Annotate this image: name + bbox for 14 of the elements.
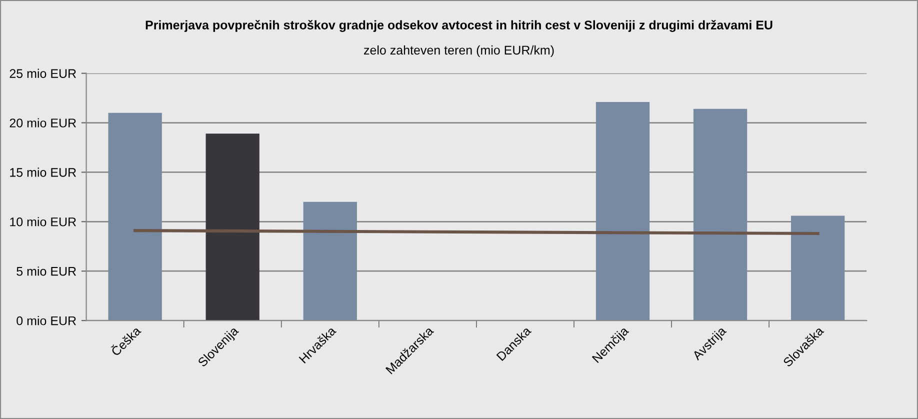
bar <box>206 134 260 321</box>
y-tick-label: 20 mio EUR <box>10 118 76 128</box>
bar <box>108 112 162 321</box>
bar <box>693 108 748 321</box>
y-tick-label: 5 mio EUR <box>16 266 76 276</box>
bar <box>596 102 650 321</box>
chart-subtitle: zelo zahteven teren (mio EUR/km) <box>364 45 554 58</box>
bar <box>791 216 845 321</box>
y-tick-label: 25 mio EUR <box>10 68 76 78</box>
chart-title: Primerjava povprečnih stroškov gradnje odsekov avtocest in hitrih cest v Sloveniji z drugimi državami EU <box>146 20 772 32</box>
bar <box>303 202 357 321</box>
y-tick-label: 10 mio EUR <box>10 217 76 226</box>
y-tick-label: 0 mio EUR <box>16 316 76 326</box>
y-tick-label: 15 mio EUR <box>10 168 76 177</box>
